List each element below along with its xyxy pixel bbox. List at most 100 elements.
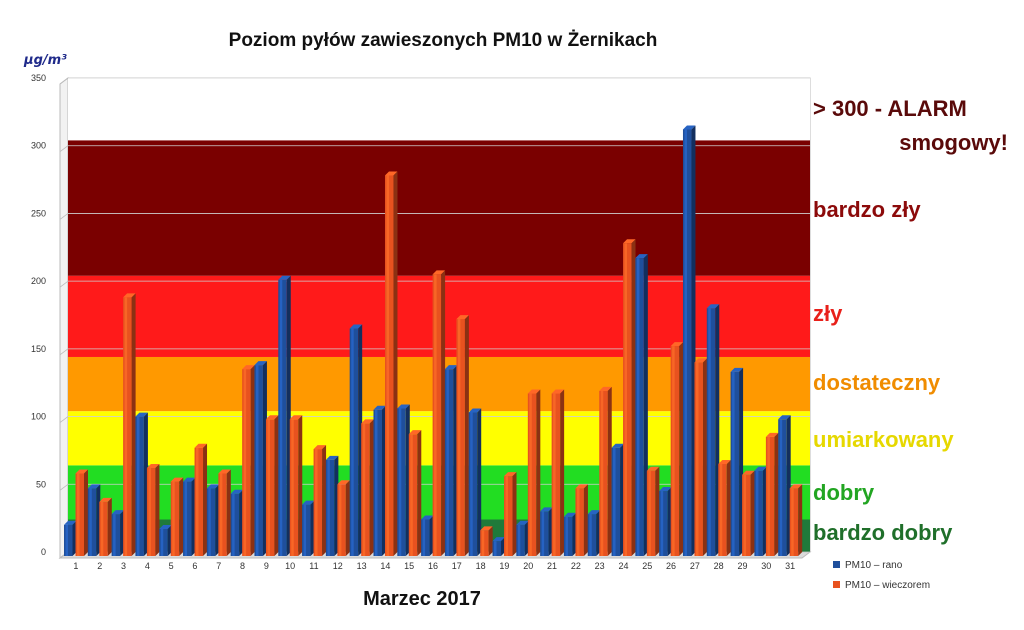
bar-side bbox=[84, 469, 88, 556]
bar bbox=[397, 404, 410, 556]
bar-highlight bbox=[100, 501, 104, 556]
bar-side bbox=[250, 365, 255, 556]
x-tick-label: 20 bbox=[523, 561, 533, 571]
grid-line-side bbox=[59, 77, 69, 85]
bar bbox=[575, 484, 588, 556]
x-tick-label: 29 bbox=[737, 561, 747, 571]
bar-top bbox=[194, 443, 208, 448]
bar-side bbox=[322, 445, 327, 556]
bar-front bbox=[468, 412, 478, 556]
bar-side bbox=[477, 408, 482, 556]
bar bbox=[373, 405, 386, 556]
bar-top bbox=[349, 324, 363, 329]
x-tick-label: 18 bbox=[476, 561, 486, 571]
bar-side bbox=[631, 239, 636, 557]
bar-side bbox=[107, 497, 112, 556]
x-tick-label: 11 bbox=[309, 561, 318, 571]
bar bbox=[492, 537, 506, 556]
grid-line-side bbox=[59, 416, 69, 423]
x-tick-label: 19 bbox=[499, 561, 509, 571]
bar-highlight bbox=[446, 369, 449, 556]
bar-top bbox=[99, 497, 112, 502]
bar-front bbox=[754, 470, 763, 556]
bar-highlight bbox=[267, 419, 270, 556]
bar-side bbox=[298, 415, 303, 556]
y-tick-label: 0 bbox=[41, 547, 46, 557]
bar bbox=[230, 489, 244, 556]
bar-front bbox=[242, 369, 251, 556]
bar-front bbox=[206, 488, 216, 556]
bar-front bbox=[64, 524, 73, 556]
bar bbox=[183, 477, 196, 556]
bar-front bbox=[730, 371, 740, 556]
x-tick-label: 31 bbox=[785, 561, 795, 571]
x-tick-label: 13 bbox=[357, 561, 367, 571]
bar-side bbox=[583, 484, 588, 556]
bar bbox=[504, 472, 517, 556]
bar-top bbox=[373, 405, 386, 410]
zone-label: dostateczny bbox=[813, 370, 941, 395]
bar-front bbox=[789, 488, 799, 556]
bar bbox=[765, 432, 779, 556]
bar-front bbox=[183, 481, 192, 556]
bar-side bbox=[488, 526, 493, 556]
x-tick-label: 5 bbox=[169, 561, 174, 571]
x-tick-label: 23 bbox=[595, 561, 605, 571]
bar bbox=[480, 526, 493, 556]
bar bbox=[587, 510, 601, 556]
bar-highlight bbox=[208, 488, 211, 556]
bar-highlight bbox=[338, 484, 342, 556]
bar bbox=[337, 480, 350, 556]
bar bbox=[730, 367, 744, 556]
bar-highlight bbox=[148, 468, 151, 556]
bar-top bbox=[635, 254, 648, 259]
bar-side bbox=[155, 464, 160, 556]
bar bbox=[754, 466, 767, 556]
bar-front bbox=[265, 419, 275, 556]
x-tick-label: 21 bbox=[547, 561, 557, 571]
bar-top bbox=[397, 404, 410, 409]
bar-front bbox=[456, 319, 465, 556]
bar-highlight bbox=[481, 530, 485, 556]
bar-highlight bbox=[565, 516, 568, 556]
bar-top bbox=[302, 500, 315, 505]
bar-top bbox=[516, 520, 529, 525]
bar-top bbox=[659, 487, 672, 492]
bar bbox=[540, 507, 553, 556]
y-tick-label: 250 bbox=[31, 208, 46, 218]
bar-highlight bbox=[541, 511, 545, 556]
bar-highlight bbox=[124, 297, 128, 556]
bar-front bbox=[75, 473, 84, 556]
x-tick-label: 10 bbox=[285, 561, 295, 571]
bar-top bbox=[694, 358, 707, 363]
bar-highlight bbox=[636, 258, 640, 556]
bar-top bbox=[432, 270, 446, 275]
bar-highlight bbox=[529, 393, 532, 556]
x-tick-label: 7 bbox=[216, 561, 221, 571]
bar-top bbox=[718, 459, 731, 464]
bar-top bbox=[337, 480, 350, 485]
bar-highlight bbox=[791, 488, 794, 556]
bar bbox=[361, 419, 374, 556]
bar-top bbox=[444, 365, 458, 370]
bar bbox=[99, 497, 112, 556]
bar-top bbox=[170, 477, 184, 482]
bar bbox=[432, 270, 446, 556]
bar-highlight bbox=[779, 419, 783, 556]
bar-front bbox=[575, 488, 584, 556]
bar-highlight bbox=[351, 328, 354, 556]
bar-front bbox=[646, 470, 656, 556]
bar-top bbox=[123, 293, 136, 298]
bar-front bbox=[302, 504, 311, 556]
bar-side bbox=[369, 419, 374, 556]
grid-line-side bbox=[59, 348, 69, 356]
bar-side bbox=[274, 415, 279, 556]
bar-highlight bbox=[386, 175, 389, 556]
bar-front bbox=[135, 416, 144, 556]
bar-top bbox=[87, 484, 101, 489]
bar bbox=[742, 470, 755, 556]
bar-front bbox=[611, 447, 621, 556]
y-tick-label: 300 bbox=[31, 141, 46, 151]
bar-front bbox=[504, 476, 513, 556]
legend-entry: PM10 – rano bbox=[845, 560, 903, 571]
